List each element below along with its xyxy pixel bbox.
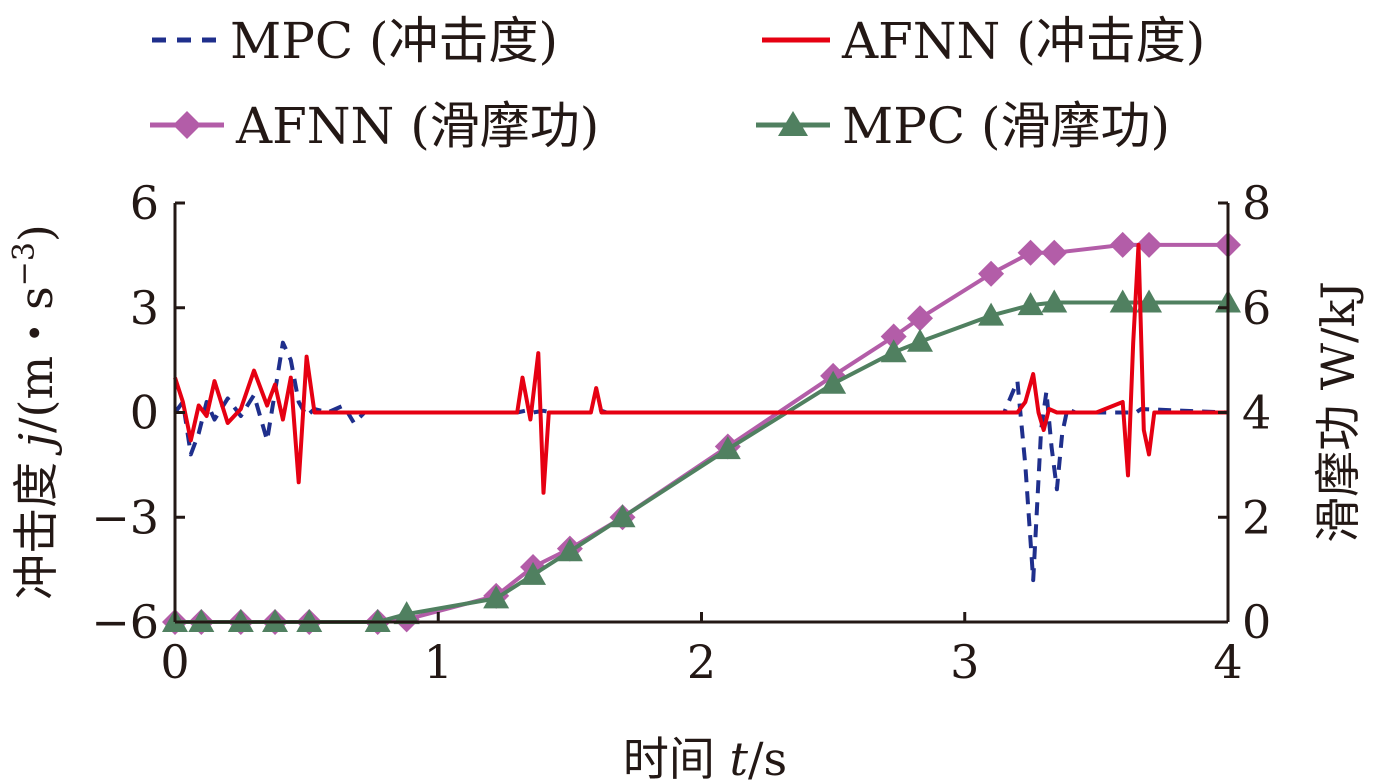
y-left-title-exp: −3 bbox=[7, 242, 42, 286]
point-mpc-friction-16 bbox=[1017, 292, 1044, 316]
legend: MPC (冲击度) AFNN (冲击度) AFNN (滑摩功) MPC (滑摩功… bbox=[150, 12, 1205, 155]
y-left-tick-label-1: 3 bbox=[130, 281, 159, 335]
point-mpc-friction-11 bbox=[714, 436, 741, 460]
x-axis-title-var: t bbox=[730, 732, 749, 783]
series-mpc-jerk bbox=[173, 340, 1229, 583]
y-left-tick-label-3: −3 bbox=[91, 490, 159, 544]
y-right-tick-label-2: 4 bbox=[1242, 386, 1271, 440]
legend-entry-afnn-jerk: AFNN (冲击度) bbox=[762, 12, 1205, 70]
point-mpc-friction-14 bbox=[906, 328, 933, 352]
point-mpc-friction-10 bbox=[609, 504, 636, 528]
legend-label-afnn-jerk: AFNN (冲击度) bbox=[841, 12, 1205, 70]
y-left-axis-title: 冲击度 j/(m・s−3) bbox=[7, 224, 63, 600]
y-right-tick-label-0: 8 bbox=[1242, 176, 1271, 230]
legend-entry-afnn-friction: AFNN (滑摩功) bbox=[150, 97, 599, 155]
legend-label-mpc-friction: MPC (滑摩功) bbox=[842, 97, 1170, 155]
point-afnn-friction-16 bbox=[1017, 239, 1044, 266]
point-mpc-friction-8 bbox=[520, 561, 547, 585]
point-mpc-friction-13 bbox=[880, 339, 907, 363]
point-afnn-friction-14 bbox=[906, 305, 933, 332]
y-left-title-close: ) bbox=[9, 224, 63, 242]
y-right-tick-label-3: 2 bbox=[1242, 490, 1271, 544]
point-mpc-friction-19 bbox=[1136, 289, 1163, 313]
series-layer bbox=[162, 231, 1241, 635]
point-mpc-friction-18 bbox=[1109, 289, 1136, 313]
point-mpc-friction-9 bbox=[556, 538, 583, 562]
x-tick-label-2: 2 bbox=[687, 635, 716, 689]
y-left-title-unit: /(m・s bbox=[9, 286, 63, 433]
series-line-afnn-jerk bbox=[173, 242, 1228, 495]
x-axis-title-prefix: 时间 bbox=[623, 732, 730, 783]
point-mpc-friction-17 bbox=[1041, 289, 1068, 313]
axes: 0 1 2 3 4 6 3 0 −3 −6 8 6 4 2 0 bbox=[91, 176, 1271, 689]
point-afnn-friction-13 bbox=[880, 323, 907, 350]
legend-marker-mpc-friction bbox=[778, 111, 808, 136]
y-right-axis-title: 滑摩功 W/kJ bbox=[1311, 281, 1365, 543]
x-tick-label-3: 3 bbox=[950, 635, 979, 689]
point-afnn-friction-19 bbox=[1136, 231, 1163, 258]
y-left-tick-label-0: 6 bbox=[130, 176, 159, 230]
x-axis-title: 时间 t/s bbox=[623, 732, 787, 783]
point-mpc-friction-15 bbox=[978, 302, 1005, 326]
x-axis-title-unit: /s bbox=[748, 732, 787, 783]
series-afnn-jerk bbox=[173, 242, 1228, 495]
legend-entry-mpc-friction: MPC (滑摩功) bbox=[756, 97, 1170, 155]
series-mpc-friction bbox=[162, 289, 1241, 632]
x-tick-label-4: 4 bbox=[1213, 635, 1242, 689]
y-left-tick-label-2: 0 bbox=[130, 386, 159, 440]
point-afnn-friction-15 bbox=[978, 260, 1005, 287]
legend-marker-afnn-friction bbox=[173, 111, 201, 139]
y-right-tick-label-4: 0 bbox=[1242, 595, 1271, 649]
point-afnn-friction-17 bbox=[1041, 239, 1068, 266]
y-left-title-prefix: 冲击度 bbox=[9, 447, 63, 600]
y-left-tick-label-4: −6 bbox=[91, 595, 159, 649]
point-mpc-friction-12 bbox=[820, 370, 847, 394]
tick-layer: 0 1 2 3 4 6 3 0 −3 −6 8 6 4 2 0 bbox=[91, 176, 1271, 689]
point-mpc-friction-6 bbox=[393, 601, 420, 625]
point-afnn-friction-18 bbox=[1109, 231, 1136, 258]
series-afnn-friction bbox=[162, 231, 1241, 635]
legend-label-mpc-jerk: MPC (冲击度) bbox=[230, 12, 558, 70]
legend-label-afnn-friction: AFNN (滑摩功) bbox=[235, 97, 599, 155]
x-tick-label-0: 0 bbox=[160, 635, 189, 689]
series-line-mpc-jerk bbox=[173, 340, 1229, 583]
point-mpc-friction-7 bbox=[483, 585, 510, 609]
x-tick-label-1: 1 bbox=[424, 635, 453, 689]
legend-entry-mpc-jerk: MPC (冲击度) bbox=[152, 12, 558, 70]
y-right-tick-label-1: 6 bbox=[1242, 281, 1271, 335]
